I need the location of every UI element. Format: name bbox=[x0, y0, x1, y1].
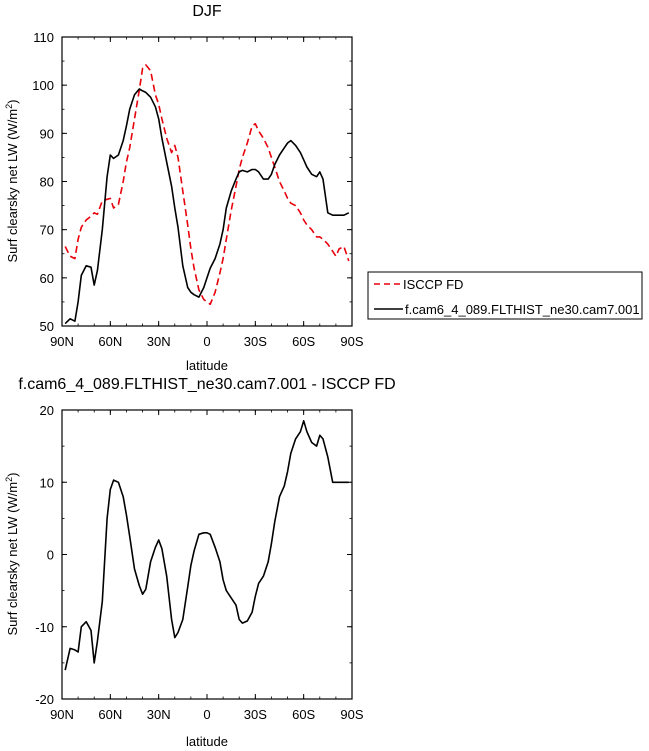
x-tick-label: 60S bbox=[292, 707, 315, 722]
y-tick-label: 50 bbox=[40, 319, 54, 334]
y-tick-label: 70 bbox=[40, 223, 54, 238]
y-tick-label: -20 bbox=[35, 692, 54, 707]
chart1-series bbox=[64, 64, 350, 325]
chart-difference: f.cam6_4_089.FLTHIST_ne30.cam7.001 - ISC… bbox=[4, 376, 396, 749]
chart1-xlabel: latitude bbox=[186, 358, 228, 373]
y-tick-label: 20 bbox=[40, 403, 54, 418]
x-tick-label: 30N bbox=[147, 707, 171, 722]
x-tick-label: 30S bbox=[244, 334, 267, 349]
x-tick-label: 0 bbox=[203, 707, 210, 722]
chart1-axis-ticks: 90N 60N 30N 0 30S 60S 90S 50 60 70 80 90 100 110 bbox=[32, 30, 364, 349]
y-tick-label: 110 bbox=[33, 30, 54, 45]
chart1-frame bbox=[61, 36, 353, 327]
chart1-ylabel: Surf clearsky net LW (W/m2) bbox=[4, 100, 20, 263]
x-tick-label: 90S bbox=[340, 707, 363, 722]
y-tick-label: 10 bbox=[40, 475, 54, 490]
y-tick-label: 90 bbox=[40, 126, 54, 141]
x-tick-label: 30N bbox=[147, 334, 171, 349]
x-tick-label: 90N bbox=[50, 707, 74, 722]
series-line-2 bbox=[64, 88, 350, 325]
legend: ISCCP FD f.cam6_4_089.FLTHIST_ne30.cam7.… bbox=[367, 271, 643, 320]
legend-label-model: f.cam6_4_089.FLTHIST_ne30.cam7.001 bbox=[405, 302, 640, 317]
x-tick-label: 0 bbox=[203, 334, 210, 349]
chart2-series bbox=[64, 419, 349, 671]
x-tick-label: 60S bbox=[292, 334, 315, 349]
series-line-1 bbox=[64, 419, 349, 671]
chart-djf: DJF Surf clearsky net LW (W/m2) latitude… bbox=[4, 3, 364, 373]
chart2-ylabel: Surf clearsky net LW (W/m2) bbox=[4, 473, 20, 636]
legend-box bbox=[367, 271, 643, 320]
y-tick-label: 100 bbox=[32, 78, 54, 93]
chart2-frame bbox=[61, 409, 353, 700]
x-tick-label: 90N bbox=[50, 334, 74, 349]
chart2-title: f.cam6_4_089.FLTHIST_ne30.cam7.001 - ISC… bbox=[18, 376, 395, 393]
x-tick-label: 30S bbox=[244, 707, 267, 722]
chart2-xlabel: latitude bbox=[186, 734, 228, 749]
x-tick-label: 60N bbox=[98, 334, 122, 349]
x-tick-label: 60N bbox=[98, 707, 122, 722]
y-tick-label: 60 bbox=[40, 271, 54, 286]
chart2-axis-ticks: 90N 60N 30N 0 30S 60S 90S -20 -10 0 10 20 bbox=[35, 403, 364, 722]
legend-label-isccp: ISCCP FD bbox=[403, 277, 463, 292]
y-tick-label: 0 bbox=[47, 548, 54, 563]
y-tick-label: 80 bbox=[40, 175, 54, 190]
series-line-1 bbox=[64, 64, 350, 306]
x-tick-label: 90S bbox=[340, 334, 363, 349]
y-tick-label: -10 bbox=[35, 620, 54, 635]
chart1-title: DJF bbox=[192, 3, 222, 20]
